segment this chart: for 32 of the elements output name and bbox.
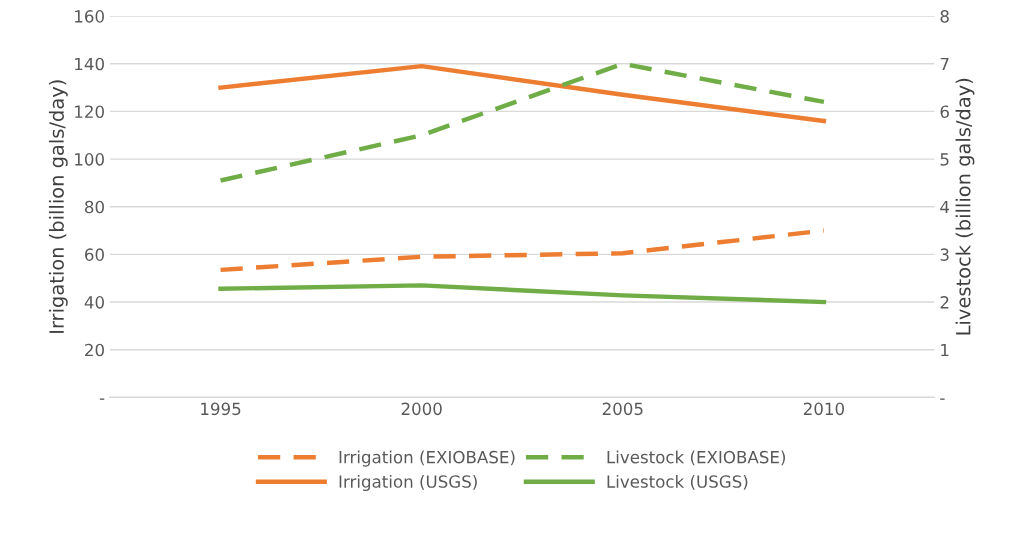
y2-axis-title: Livestock (billion gals/day) — [955, 78, 975, 335]
x-tick-label: 1995 — [201, 402, 241, 416]
y-tick-label: 60 — [85, 248, 104, 261]
line-series — [218, 63, 827, 124]
y-tick-label: 120 — [75, 105, 104, 118]
x-tick-label: 2005 — [602, 402, 643, 416]
y2-tick-label: - — [940, 398, 945, 400]
y-tick-label: 80 — [85, 200, 104, 214]
y2-tick-label: 8 — [940, 10, 949, 23]
y2-tick-label: 1 — [941, 343, 949, 357]
y-tick-label: 160 — [75, 10, 104, 23]
y2-tick-label: 5 — [940, 153, 949, 166]
y2-tick-label: 7 — [940, 57, 949, 71]
y-tick-label: 20 — [85, 343, 104, 357]
legend-label: Irrigation (EXIOBASE) — [339, 450, 515, 467]
legend-label: Livestock (EXIOBASE) — [607, 450, 785, 466]
y2-tick-label: 2 — [940, 296, 949, 309]
y2-tick-label: 4 — [940, 200, 950, 214]
line-series — [218, 228, 827, 273]
x-tick-label: 2010 — [803, 402, 845, 416]
y-tick-label: - — [99, 398, 105, 400]
y-tick-label: 100 — [75, 153, 104, 166]
x-tick-label: 2000 — [401, 402, 442, 416]
legend-label: Irrigation (USGS) — [339, 474, 477, 492]
legend-label: Livestock (USGS) — [607, 474, 748, 490]
line-series — [218, 283, 827, 305]
y-axis-title: Irrigation (billion gals/day) — [48, 80, 68, 333]
y-tick-label: 40 — [84, 296, 104, 309]
line-series — [218, 61, 827, 183]
y2-tick-label: 3 — [940, 248, 949, 261]
y-tick-label: 140 — [75, 57, 104, 71]
y2-tick-label: 6 — [940, 105, 949, 118]
